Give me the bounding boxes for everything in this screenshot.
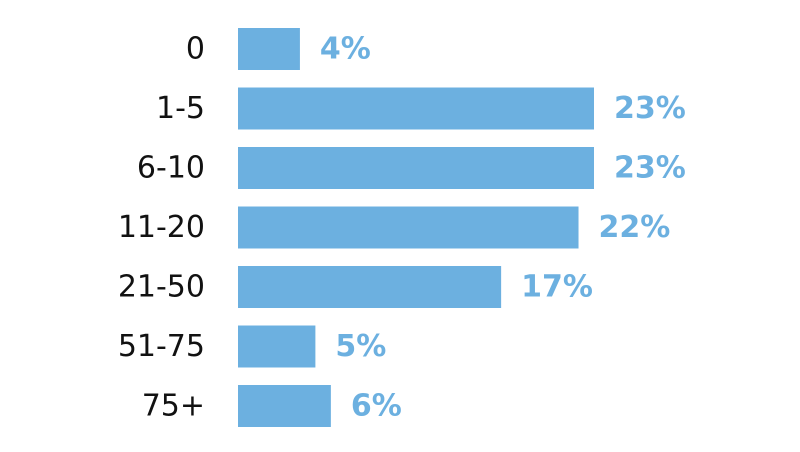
bar-2: [238, 147, 594, 189]
bar-4: [238, 266, 502, 308]
value-label-4: 17%: [521, 270, 593, 305]
value-label-2: 23%: [614, 151, 686, 186]
value-label-5: 5%: [335, 329, 386, 364]
category-label-5: 51-75: [118, 329, 205, 364]
value-label-3: 22%: [599, 210, 671, 245]
value-label-0: 4%: [320, 32, 371, 67]
bar-0: [238, 28, 300, 70]
category-label-0: 0: [186, 32, 205, 67]
bar-6: [238, 385, 331, 427]
category-label-1: 1-5: [156, 91, 205, 126]
value-label-6: 6%: [351, 389, 402, 424]
bar-3: [238, 206, 579, 249]
value-label-1: 23%: [614, 91, 686, 126]
category-label-2: 6-10: [137, 151, 205, 186]
category-label-3: 11-20: [118, 210, 205, 245]
category-label-4: 21-50: [118, 270, 205, 305]
category-label-6: 75+: [142, 389, 205, 424]
bar-1: [238, 87, 594, 130]
bar-5: [238, 325, 316, 368]
